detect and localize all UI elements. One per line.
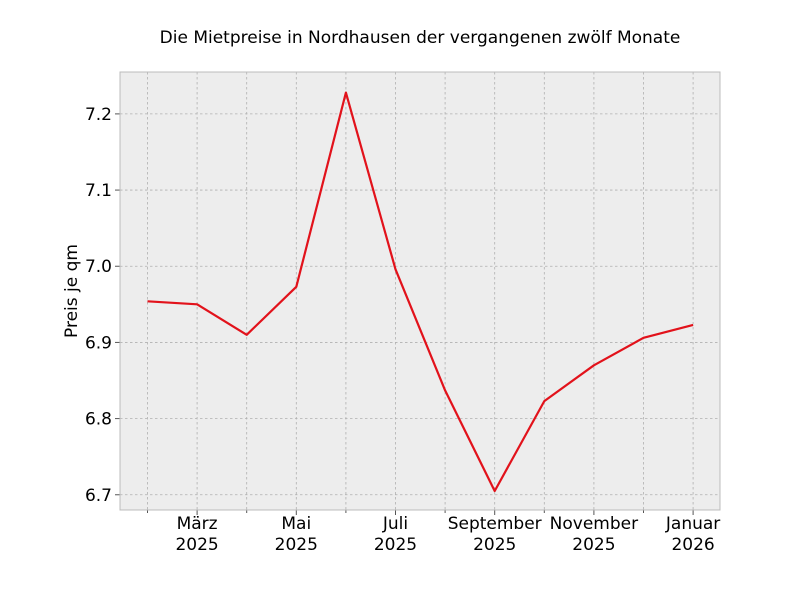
x-tick-label-year: 2025: [275, 535, 318, 555]
y-tick-label: 6.9: [85, 333, 112, 353]
x-tick-label-month: März: [177, 514, 218, 534]
y-tick-label: 6.7: [85, 486, 112, 506]
x-tick-label-month: November: [550, 514, 638, 534]
y-tick-label: 7.0: [85, 257, 112, 277]
x-tick-label-year: 2025: [572, 535, 615, 555]
y-axis-label: Preis je qm: [62, 244, 82, 338]
grid: [120, 72, 720, 510]
x-tick-label-year: 2025: [374, 535, 417, 555]
x-tick-label-month: Juli: [382, 514, 408, 534]
x-tick-label-year: 2026: [671, 535, 714, 555]
ticks: [115, 113, 694, 515]
y-tick-label: 7.1: [85, 181, 112, 201]
plot-area: [120, 72, 720, 510]
y-tick-label: 6.8: [85, 410, 112, 430]
x-tick-label-year: 2025: [473, 535, 516, 555]
plot-frame: [119, 71, 721, 511]
x-tick-label-month: Mai: [281, 514, 311, 534]
y-tick-label: 7.2: [85, 105, 112, 125]
chart-title: Die Mietpreise in Nordhausen der vergang…: [160, 28, 681, 48]
x-tick-label-year: 2025: [175, 535, 218, 555]
tick-labels: 6.76.86.97.07.17.2März2025Mai2025Juli202…: [85, 105, 720, 555]
x-tick-label-month: Januar: [665, 514, 720, 534]
series-line: [147, 91, 694, 493]
x-tick-label-month: September: [448, 514, 542, 534]
